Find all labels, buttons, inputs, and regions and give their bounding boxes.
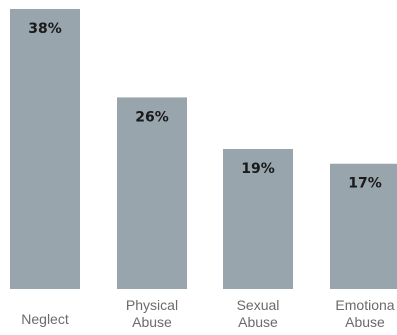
bar-3 bbox=[223, 149, 293, 289]
category-label-2-line-2: Abuse bbox=[132, 314, 172, 330]
bar-4 bbox=[330, 163, 397, 289]
bar-value-label-1: 38% bbox=[28, 21, 62, 37]
category-label-3-line-1: Sexual bbox=[237, 297, 280, 313]
bar-2 bbox=[117, 97, 187, 289]
category-label-3-line-2: Abuse bbox=[238, 314, 278, 330]
category-label-4-line-1: Emotiona bbox=[335, 297, 394, 313]
bar-value-label-2: 26% bbox=[135, 109, 169, 125]
category-label-4-line-2: Abuse bbox=[345, 314, 385, 330]
bar-value-label-4: 17% bbox=[348, 176, 382, 192]
bar-1 bbox=[10, 9, 80, 289]
category-label-1: Neglect bbox=[21, 311, 69, 327]
category-label-2-line-1: Physical bbox=[126, 297, 178, 313]
bar-value-label-3: 19% bbox=[241, 161, 275, 177]
